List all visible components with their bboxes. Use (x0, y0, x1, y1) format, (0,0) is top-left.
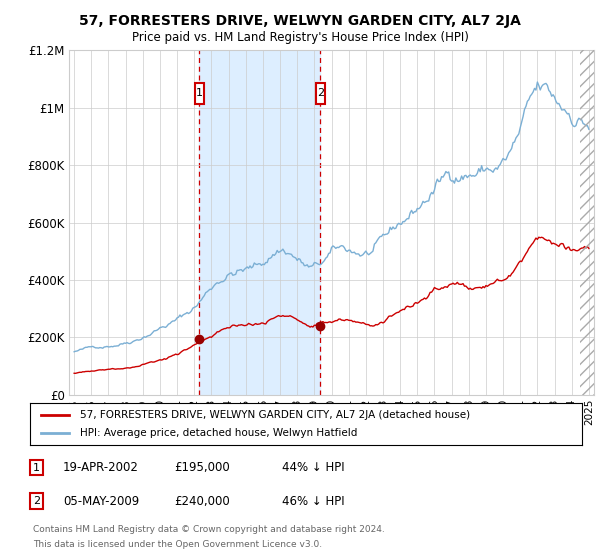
Text: 44% ↓ HPI: 44% ↓ HPI (282, 461, 344, 474)
Text: 2: 2 (317, 88, 324, 99)
Text: 57, FORRESTERS DRIVE, WELWYN GARDEN CITY, AL7 2JA (detached house): 57, FORRESTERS DRIVE, WELWYN GARDEN CITY… (80, 410, 470, 420)
Text: Price paid vs. HM Land Registry's House Price Index (HPI): Price paid vs. HM Land Registry's House … (131, 31, 469, 44)
Text: Contains HM Land Registry data © Crown copyright and database right 2024.: Contains HM Land Registry data © Crown c… (33, 525, 385, 534)
Text: 2: 2 (33, 496, 40, 506)
Text: HPI: Average price, detached house, Welwyn Hatfield: HPI: Average price, detached house, Welw… (80, 428, 357, 438)
Text: 1: 1 (196, 88, 203, 99)
FancyBboxPatch shape (316, 83, 325, 104)
Text: £240,000: £240,000 (174, 494, 230, 508)
Text: 57, FORRESTERS DRIVE, WELWYN GARDEN CITY, AL7 2JA: 57, FORRESTERS DRIVE, WELWYN GARDEN CITY… (79, 14, 521, 28)
Text: 05-MAY-2009: 05-MAY-2009 (63, 494, 139, 508)
Text: 46% ↓ HPI: 46% ↓ HPI (282, 494, 344, 508)
Bar (580, 50, 594, 395)
Text: This data is licensed under the Open Government Licence v3.0.: This data is licensed under the Open Gov… (33, 540, 322, 549)
Text: 19-APR-2002: 19-APR-2002 (63, 461, 139, 474)
FancyBboxPatch shape (194, 83, 204, 104)
Text: £195,000: £195,000 (174, 461, 230, 474)
Text: 1: 1 (33, 463, 40, 473)
Bar (199, 50, 320, 395)
